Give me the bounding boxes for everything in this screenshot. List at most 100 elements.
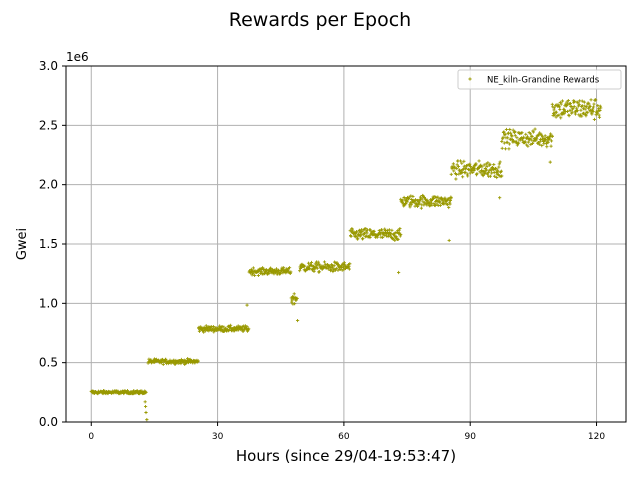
data-point — [584, 105, 589, 109]
data-point — [382, 233, 386, 237]
data-point — [449, 196, 453, 200]
data-point — [505, 140, 509, 144]
data-point — [481, 174, 485, 178]
data-point — [529, 138, 533, 142]
data-point — [262, 267, 266, 271]
data-point — [545, 135, 549, 140]
data-point — [358, 230, 362, 234]
data-point — [454, 177, 458, 181]
data-point — [549, 132, 553, 136]
data-point — [386, 228, 390, 232]
data-point — [530, 141, 535, 146]
data-point-outlier — [145, 418, 149, 422]
data-point — [453, 166, 457, 170]
data-point — [554, 115, 558, 119]
data-point — [497, 165, 501, 169]
data-point — [349, 234, 353, 239]
data-point — [463, 170, 467, 174]
data-point — [340, 264, 344, 268]
data-point — [494, 166, 498, 171]
data-point — [387, 228, 391, 232]
data-point — [504, 127, 509, 132]
data-point — [535, 137, 539, 141]
data-point — [393, 238, 397, 242]
data-point — [587, 102, 591, 106]
data-point — [448, 202, 452, 206]
data-point — [486, 171, 490, 175]
data-point — [596, 104, 600, 108]
data-point — [575, 106, 579, 110]
data-point — [395, 230, 399, 235]
data-point — [490, 171, 494, 175]
data-point — [526, 144, 530, 148]
data-point — [548, 137, 552, 141]
data-point — [479, 163, 483, 167]
data-point — [448, 198, 453, 203]
data-point — [417, 202, 421, 206]
data-point — [264, 268, 269, 272]
data-point — [507, 142, 511, 146]
data-point — [540, 143, 544, 148]
data-point — [361, 236, 365, 241]
data-point — [549, 144, 553, 148]
data-point — [408, 205, 412, 209]
data-point — [484, 162, 488, 166]
data-point — [243, 324, 247, 328]
data-point — [595, 111, 599, 115]
data-point — [588, 104, 592, 108]
data-point — [484, 171, 488, 175]
data-point — [256, 273, 261, 278]
data-point — [492, 162, 496, 167]
data-point — [347, 267, 351, 271]
data-point — [438, 200, 442, 204]
data-point — [508, 127, 512, 132]
data-point — [397, 228, 401, 232]
data-point — [241, 329, 245, 333]
data-point — [572, 105, 576, 109]
data-point — [497, 162, 501, 166]
data-point — [544, 142, 549, 146]
data-point — [597, 115, 602, 119]
grid-lines — [66, 65, 626, 423]
data-point — [550, 134, 554, 138]
data-point — [511, 128, 515, 132]
data-point — [409, 194, 413, 198]
data-point — [245, 325, 249, 329]
data-point — [500, 146, 504, 150]
data-point — [356, 237, 360, 241]
data-point — [526, 140, 530, 144]
data-point — [477, 159, 481, 163]
data-point — [582, 100, 586, 104]
data-point — [431, 196, 436, 201]
data-point — [415, 203, 419, 207]
data-points — [89, 98, 603, 422]
data-point — [568, 108, 572, 112]
data-point — [529, 142, 533, 146]
data-point — [598, 108, 602, 113]
data-point — [202, 330, 206, 334]
data-point — [144, 390, 148, 395]
data-point — [298, 269, 302, 273]
data-point — [468, 162, 472, 166]
data-point — [525, 135, 530, 139]
chart-title: Rewards per Epoch — [229, 9, 411, 31]
data-point — [528, 136, 532, 141]
data-point — [531, 130, 535, 134]
data-point — [462, 159, 466, 163]
data-point — [549, 139, 554, 143]
data-point — [562, 108, 567, 112]
x-axis: 0 30 60 90 120 — [88, 422, 605, 442]
data-point — [573, 99, 577, 103]
data-point — [315, 266, 319, 270]
data-point — [422, 203, 426, 207]
data-point — [416, 199, 420, 203]
data-point — [514, 140, 519, 144]
data-point — [581, 107, 586, 111]
data-point — [342, 268, 346, 272]
data-point — [580, 114, 584, 118]
data-point — [405, 200, 409, 204]
data-point — [494, 170, 498, 174]
y-tick-label: 0.0 — [39, 415, 58, 429]
data-point — [322, 260, 327, 264]
data-point — [589, 108, 593, 112]
